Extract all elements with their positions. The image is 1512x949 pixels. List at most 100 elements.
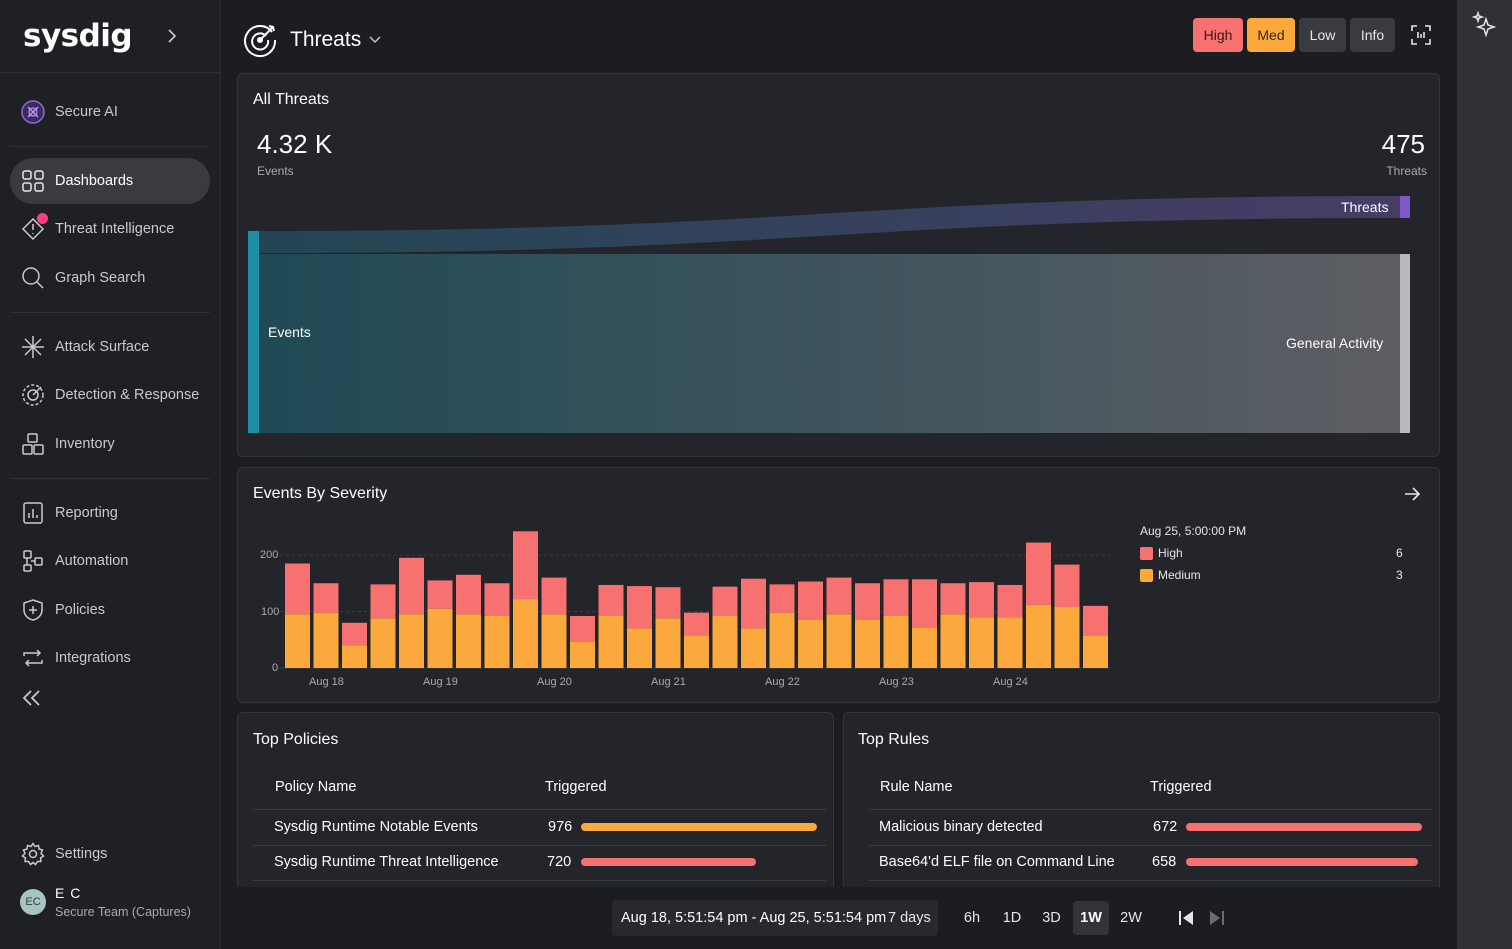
collapse-sidebar-icon[interactable] <box>20 686 44 710</box>
bar-medium[interactable] <box>484 616 510 668</box>
time-button-1w[interactable]: 1W <box>1073 901 1109 935</box>
bar-medium[interactable] <box>598 616 624 668</box>
bar-high[interactable] <box>712 586 738 617</box>
sidebar-item-settings[interactable]: Settings <box>10 831 210 877</box>
bar-high[interactable] <box>427 580 453 609</box>
sidebar-item-attack-surface[interactable]: Attack Surface <box>10 324 210 370</box>
column-header-policy-name[interactable]: Policy Name <box>275 779 357 795</box>
column-header-rule-name[interactable]: Rule Name <box>880 779 953 795</box>
bar-high[interactable] <box>1083 605 1108 636</box>
bar-medium[interactable] <box>940 614 966 668</box>
bar-high[interactable] <box>484 583 510 617</box>
bar-medium[interactable] <box>712 616 738 668</box>
column-header-triggered[interactable]: Triggered <box>1150 779 1212 795</box>
bar-high[interactable] <box>741 578 766 629</box>
ai-sparkle-icon[interactable] <box>1471 10 1499 38</box>
bar-medium[interactable] <box>826 614 852 668</box>
bar-medium[interactable] <box>513 599 538 668</box>
bar-medium[interactable] <box>541 614 567 668</box>
sidebar-item-detection-response[interactable]: Detection & Response <box>10 372 210 418</box>
bar-medium[interactable] <box>627 628 652 668</box>
bar-high[interactable] <box>997 584 1023 618</box>
bar-high[interactable] <box>940 583 966 615</box>
time-button-1d[interactable]: 1D <box>1002 910 1022 926</box>
severity-filter-info[interactable]: Info <box>1350 18 1395 52</box>
bar-medium[interactable] <box>313 612 339 668</box>
bar-high[interactable] <box>826 577 852 615</box>
bar-medium[interactable] <box>798 619 823 668</box>
bar-high[interactable] <box>541 577 567 615</box>
bar-high[interactable] <box>1054 564 1080 607</box>
bar-medium[interactable] <box>570 642 595 668</box>
arrow-right-icon[interactable] <box>1402 484 1422 504</box>
bar-high[interactable] <box>1026 542 1051 605</box>
rule-name[interactable]: Malicious binary detected <box>879 819 1043 835</box>
bar-medium[interactable] <box>1083 635 1108 668</box>
bar-medium[interactable] <box>1054 606 1080 668</box>
bar-high[interactable] <box>798 581 823 620</box>
rule-name[interactable]: Base64'd ELF file on Command Line <box>879 854 1115 870</box>
sidebar-item-secure-ai[interactable]: Secure AI <box>10 89 210 135</box>
time-range-text[interactable]: Aug 18, 5:51:54 pm - Aug 25, 5:51:54 pm <box>621 910 887 926</box>
bar-medium[interactable] <box>912 627 937 668</box>
time-range-picker[interactable] <box>612 900 938 936</box>
time-button-2w[interactable]: 2W <box>1120 910 1142 926</box>
sidebar-item-graph-search[interactable]: Graph Search <box>10 255 210 301</box>
time-button-3d[interactable]: 3D <box>1042 910 1061 926</box>
expand-chevron-icon[interactable] <box>162 26 182 46</box>
bar-high[interactable] <box>285 563 310 615</box>
step-back-icon[interactable] <box>1176 908 1196 928</box>
sidebar-item-dashboards[interactable]: Dashboards <box>10 158 210 204</box>
bar-medium[interactable] <box>741 628 766 668</box>
bar-medium[interactable] <box>855 619 880 668</box>
column-header-triggered[interactable]: Triggered <box>545 779 607 795</box>
fit-screen-icon[interactable] <box>1410 24 1432 46</box>
severity-filter-high[interactable]: High <box>1193 18 1243 52</box>
bar-high[interactable] <box>399 557 424 615</box>
bar-medium[interactable] <box>969 617 994 668</box>
time-button-6h[interactable]: 6h <box>963 910 981 926</box>
bar-high[interactable] <box>883 579 909 617</box>
bar-medium[interactable] <box>655 618 681 668</box>
bar-medium[interactable] <box>285 614 310 668</box>
sidebar-item-automation[interactable]: Automation <box>10 538 210 584</box>
sidebar-item-policies[interactable]: Policies <box>10 587 210 633</box>
bar-medium[interactable] <box>684 635 709 668</box>
policy-name[interactable]: Sysdig Runtime Threat Intelligence <box>274 854 499 870</box>
bar-medium[interactable] <box>399 614 424 668</box>
bar-high[interactable] <box>684 612 709 636</box>
bar-high[interactable] <box>655 587 681 619</box>
bar-high[interactable] <box>570 616 595 643</box>
bar-high[interactable] <box>598 584 624 617</box>
bar-high[interactable] <box>342 622 367 646</box>
sidebar-item-integrations[interactable]: Integrations <box>10 635 210 681</box>
bar-medium[interactable] <box>456 614 481 668</box>
bar-high[interactable] <box>769 584 795 613</box>
chevron-down-icon[interactable] <box>369 36 381 44</box>
bar-medium[interactable] <box>997 617 1023 668</box>
bar-medium[interactable] <box>769 612 795 668</box>
bar-high[interactable] <box>370 584 396 619</box>
bar-high[interactable] <box>855 583 880 620</box>
severity-filter-medium[interactable]: Med <box>1247 18 1295 52</box>
step-forward-icon[interactable] <box>1207 908 1227 928</box>
bar-medium[interactable] <box>427 608 453 668</box>
sidebar-item-inventory[interactable]: Inventory <box>10 421 210 467</box>
bar-medium[interactable] <box>883 616 909 668</box>
bar-high[interactable] <box>513 531 538 600</box>
bar-medium[interactable] <box>1026 604 1051 668</box>
sidebar-item-threat-intelligence[interactable]: Threat Intelligence <box>10 206 210 252</box>
bar-high[interactable] <box>313 583 339 613</box>
page-title[interactable]: Threats <box>290 28 362 51</box>
severity-filter-low[interactable]: Low <box>1299 18 1346 52</box>
bar-medium[interactable] <box>342 645 367 668</box>
bar-high[interactable] <box>912 579 937 628</box>
bar-high[interactable] <box>627 586 652 629</box>
severity-bar-chart <box>280 531 1110 669</box>
avatar[interactable]: EC <box>20 889 46 915</box>
sidebar-item-reporting[interactable]: Reporting <box>10 490 210 536</box>
bar-high[interactable] <box>456 574 481 615</box>
bar-high[interactable] <box>969 582 994 618</box>
policy-name[interactable]: Sysdig Runtime Notable Events <box>274 819 478 835</box>
bar-medium[interactable] <box>370 618 396 668</box>
